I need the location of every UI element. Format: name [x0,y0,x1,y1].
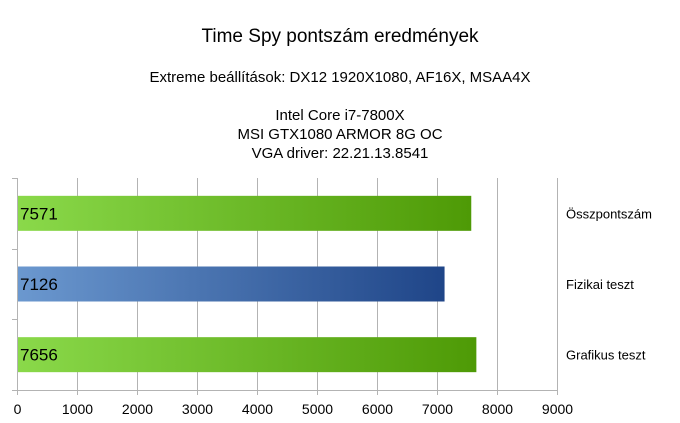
x-tick-label: 2000 [122,401,153,417]
system-info: Intel Core i7-7800X MSI GTX1080 ARMOR 8G… [0,106,680,163]
chart-title: Time Spy pontszám eredmények [201,26,479,47]
category-label: Grafikus teszt [566,348,646,363]
chart-subtitle: Extreme beállítások: DX12 1920X1080, AF1… [149,69,531,86]
x-tick-label: 3000 [182,401,213,417]
data-label: 7571 [20,204,58,223]
bar [18,195,472,231]
x-tick-label: 5000 [302,401,333,417]
x-tick-label: 7000 [422,401,453,417]
x-tick-label: 0 [14,401,22,417]
data-label: 7656 [20,346,58,365]
cpu-info: Intel Core i7-7800X [275,107,405,124]
category-label: Fizikai teszt [566,277,634,292]
labels: 0 1000 2000 3000 4000 5000 6000 7000 8000 9000 757… [14,204,652,417]
category-label: Összpontszám [566,206,652,221]
x-tick-label: 6000 [362,401,393,417]
driver-info: VGA driver: 22.21.13.8541 [251,145,429,162]
data-label: 7126 [20,275,58,294]
x-tick-label: 9000 [542,401,573,417]
bar [18,337,477,373]
axes [12,178,557,391]
x-tick-label: 1000 [62,401,93,417]
x-tick-label: 4000 [242,401,273,417]
bars [18,195,477,373]
gpu-info: MSI GTX1080 ARMOR 8G OC [237,126,443,143]
bar [18,266,445,302]
x-tick-label: 8000 [482,401,513,417]
